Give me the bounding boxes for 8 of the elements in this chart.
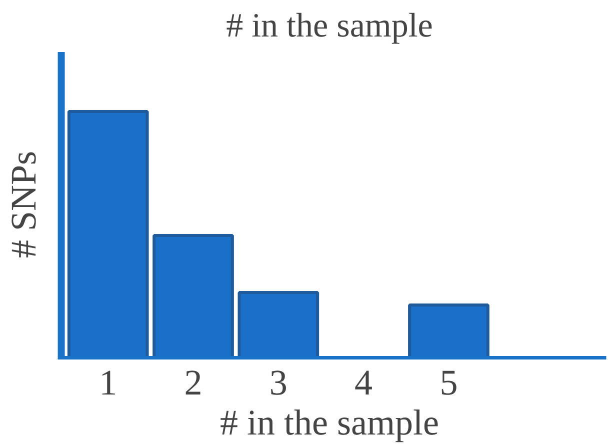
x-tick-label: 5 [440,362,458,402]
x-axis-title: # in the sample [220,402,439,442]
x-tick-label: 3 [269,362,288,402]
x-tick-label: 2 [184,362,202,402]
x-tick-label: 4 [354,362,373,402]
y-axis-title: # SNPs [4,150,44,258]
x-tick-label: 1 [99,362,118,402]
chart-title: # in the sample [226,8,433,44]
